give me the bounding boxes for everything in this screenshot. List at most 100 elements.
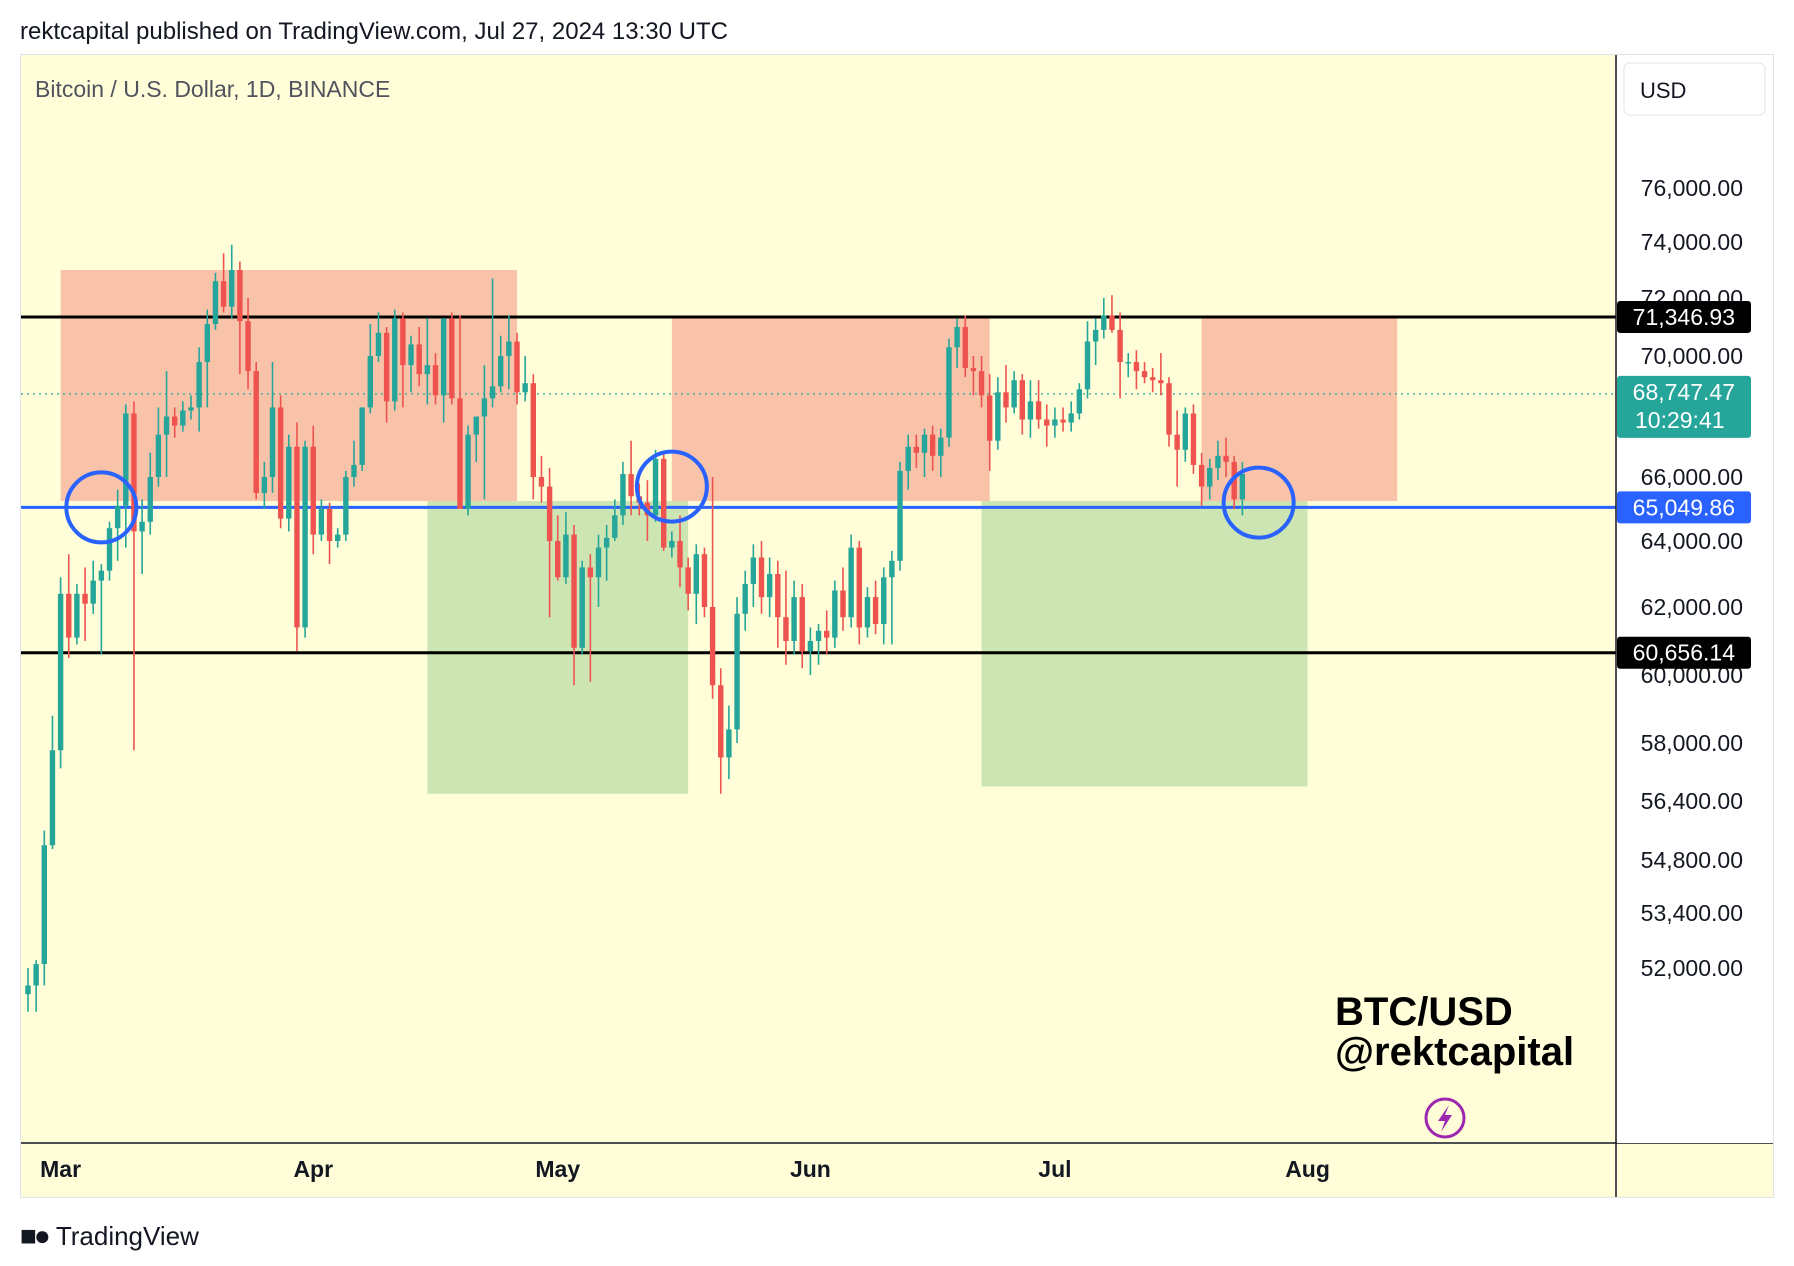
candle[interactable]: [41, 830, 47, 986]
candle[interactable]: [82, 567, 88, 641]
candle[interactable]: [1011, 371, 1017, 414]
candle[interactable]: [220, 253, 227, 313]
candle[interactable]: [49, 715, 56, 849]
candle[interactable]: [33, 960, 39, 1012]
candle[interactable]: [1166, 377, 1172, 447]
candle[interactable]: [832, 580, 838, 648]
candle[interactable]: [269, 362, 276, 493]
candle[interactable]: [473, 416, 479, 462]
candle[interactable]: [277, 395, 284, 529]
candle[interactable]: [1182, 407, 1188, 462]
candle[interactable]: [163, 371, 170, 477]
candle[interactable]: [701, 547, 708, 618]
candle[interactable]: [652, 449, 659, 522]
candle[interactable]: [457, 315, 463, 509]
candle[interactable]: [326, 502, 333, 565]
currency-button[interactable]: USD: [1623, 62, 1766, 116]
candle[interactable]: [1052, 407, 1058, 438]
candle[interactable]: [587, 554, 594, 682]
candle[interactable]: [1003, 365, 1009, 423]
candle[interactable]: [1190, 404, 1197, 474]
candle[interactable]: [1084, 321, 1091, 399]
candle[interactable]: [286, 434, 292, 532]
candle[interactable]: [1117, 312, 1123, 399]
candle[interactable]: [1141, 362, 1148, 384]
candle[interactable]: [1068, 401, 1074, 432]
candle[interactable]: [1215, 440, 1221, 481]
candle[interactable]: [1101, 298, 1107, 339]
candle[interactable]: [929, 425, 936, 471]
candle[interactable]: [1207, 458, 1213, 500]
candle[interactable]: [261, 461, 268, 509]
candle[interactable]: [359, 407, 365, 471]
candle[interactable]: [1133, 350, 1140, 390]
candle[interactable]: [661, 452, 667, 551]
candle[interactable]: [628, 440, 634, 516]
candle[interactable]: [913, 434, 920, 468]
candle[interactable]: [212, 272, 219, 330]
candle[interactable]: [840, 567, 846, 631]
candle[interactable]: [791, 580, 797, 655]
candle[interactable]: [432, 353, 439, 405]
candle[interactable]: [1060, 407, 1066, 432]
candle[interactable]: [245, 298, 251, 390]
candle[interactable]: [889, 550, 895, 645]
candle[interactable]: [416, 327, 422, 387]
candle[interactable]: [139, 499, 145, 574]
candle[interactable]: [995, 377, 1001, 450]
candle[interactable]: [758, 541, 765, 614]
candle[interactable]: [579, 560, 585, 655]
candle[interactable]: [106, 521, 113, 581]
candle[interactable]: [522, 356, 528, 402]
candle[interactable]: [465, 425, 471, 516]
candle[interactable]: [546, 467, 553, 618]
candle[interactable]: [563, 512, 569, 584]
candle[interactable]: [905, 434, 911, 490]
candle[interactable]: [856, 541, 862, 645]
candle[interactable]: [766, 557, 773, 618]
candle[interactable]: [921, 428, 928, 477]
candle[interactable]: [1019, 374, 1025, 435]
candle[interactable]: [824, 610, 830, 655]
candle[interactable]: [481, 365, 488, 500]
candle[interactable]: [114, 489, 121, 561]
candle[interactable]: [514, 332, 520, 405]
candle[interactable]: [881, 567, 887, 645]
candle[interactable]: [750, 544, 757, 607]
footer-brand[interactable]: TradingView: [55, 1220, 199, 1251]
candle[interactable]: [237, 261, 243, 375]
candle[interactable]: [131, 401, 137, 751]
candle[interactable]: [196, 347, 202, 432]
candle[interactable]: [938, 428, 944, 477]
candle[interactable]: [449, 312, 455, 405]
candle[interactable]: [343, 470, 349, 541]
candle[interactable]: [775, 560, 781, 648]
candle[interactable]: [693, 544, 699, 624]
candle[interactable]: [1158, 353, 1164, 396]
candle[interactable]: [392, 309, 398, 411]
candle[interactable]: [848, 534, 854, 628]
candle[interactable]: [1174, 410, 1180, 487]
candle[interactable]: [25, 968, 31, 1012]
candle[interactable]: [318, 499, 325, 541]
candle[interactable]: [229, 244, 235, 319]
candle[interactable]: [1044, 404, 1050, 447]
candle[interactable]: [1109, 295, 1115, 333]
candle[interactable]: [440, 318, 447, 423]
candle[interactable]: [302, 440, 308, 638]
candle[interactable]: [1231, 455, 1237, 509]
candle[interactable]: [375, 312, 382, 363]
candle[interactable]: [400, 312, 406, 408]
candle[interactable]: [726, 705, 732, 780]
candle[interactable]: [310, 425, 316, 555]
candle[interactable]: [1150, 368, 1156, 393]
candle[interactable]: [742, 570, 748, 631]
candle[interactable]: [685, 557, 691, 611]
candle[interactable]: [978, 356, 985, 408]
candle[interactable]: [1076, 383, 1083, 420]
candle[interactable]: [872, 580, 879, 635]
candle[interactable]: [489, 278, 496, 408]
candle[interactable]: [1027, 380, 1034, 438]
candle[interactable]: [555, 515, 561, 581]
candle[interactable]: [253, 362, 259, 500]
